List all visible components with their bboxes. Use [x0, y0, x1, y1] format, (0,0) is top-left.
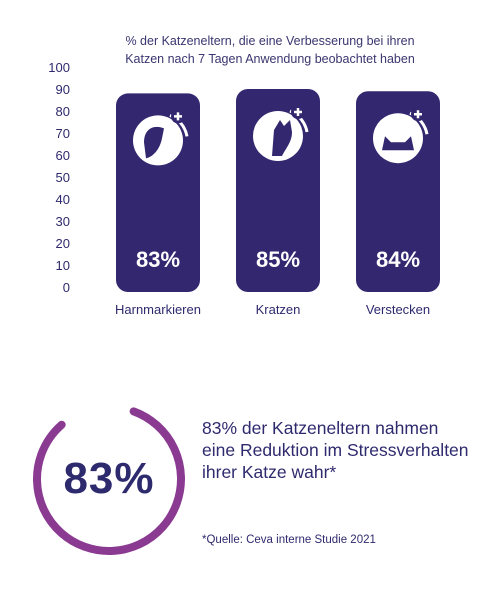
cat-silhouette [272, 120, 292, 156]
y-tick-label: 60 [56, 148, 70, 163]
summary-statement: 83% der Katzeneltern nahmen eine Redukti… [202, 418, 469, 482]
y-tick-label: 50 [56, 170, 70, 185]
y-tick-label: 90 [56, 82, 70, 97]
y-tick-label: 40 [56, 192, 70, 207]
bar-chart: 0 10 20 30 40 50 60 70 80 90 100 83% Harnmarkieren 85… [48, 60, 440, 317]
y-tick-label: 10 [56, 258, 70, 273]
cat-scratching-icon [253, 105, 309, 161]
y-tick-label: 20 [56, 236, 70, 251]
plus-icon [414, 110, 422, 119]
y-tick-label: 100 [48, 60, 70, 75]
bar-value-label: 85% [256, 247, 300, 272]
y-tick-label: 0 [63, 280, 70, 295]
chart-title-line-2: Katzen nach 7 Tagen Anwendung beobachtet… [125, 52, 415, 66]
donut-percent-label: 83% [63, 454, 155, 503]
cat-silhouette [382, 136, 414, 151]
cat-hiding-icon [373, 107, 429, 164]
cat-marking-icon [133, 109, 189, 166]
category-label: Harnmarkieren [115, 302, 201, 317]
icon-circle [373, 113, 423, 164]
bar-value-label: 83% [136, 247, 180, 272]
category-label: Kratzen [256, 302, 301, 317]
y-tick-label: 80 [56, 104, 70, 119]
source-note: *Quelle: Ceva interne Studie 2021 [202, 534, 376, 546]
plus-icon [174, 112, 182, 121]
donut-arc [33, 403, 185, 555]
y-tick-label: 30 [56, 214, 70, 229]
category-label: Verstecken [366, 302, 430, 317]
y-tick-label: 70 [56, 126, 70, 141]
chart-title-line-1: % der Katzeneltern, die eine Verbesserun… [125, 34, 415, 48]
bar-value-label: 84% [376, 247, 420, 272]
plus-icon [294, 108, 302, 116]
bar-group-verstecken: 84% Verstecken [356, 91, 440, 317]
bar-group-kratzen: 85% Kratzen [236, 89, 320, 317]
percent-donut: 83% [30, 400, 188, 558]
bar-group-harnmarkieren: 83% Harnmarkieren [115, 93, 201, 317]
chart-title: % der Katzeneltern, die eine Verbesserun… [90, 32, 450, 68]
cat-silhouette [144, 126, 164, 159]
